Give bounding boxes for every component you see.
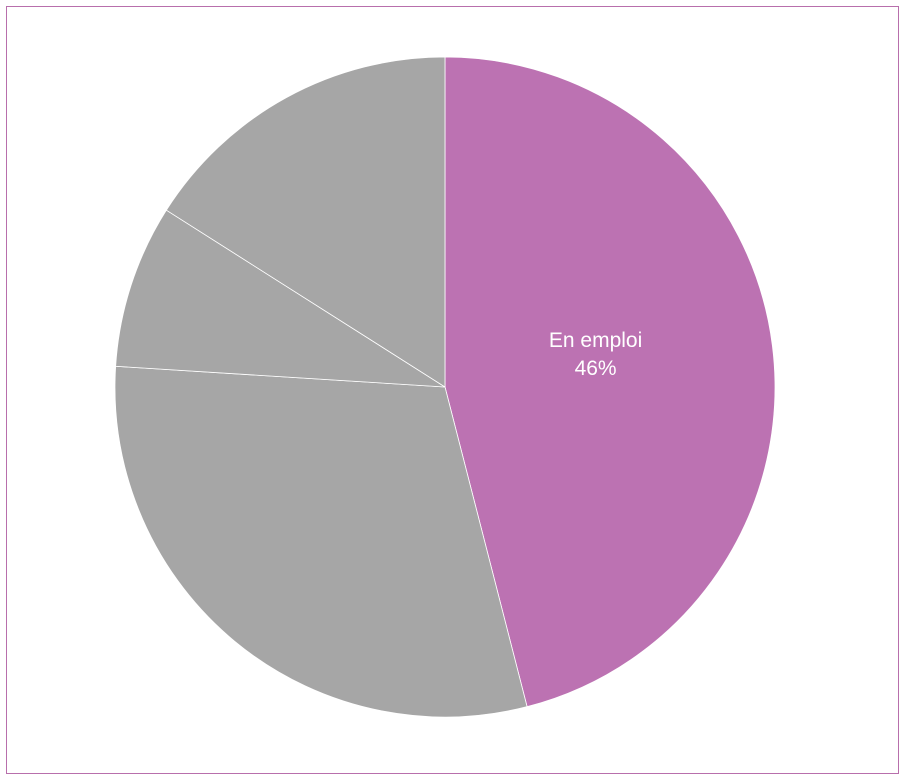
pie-slice-4 [165, 56, 446, 388]
slice-label-percent: 46% [575, 357, 617, 380]
pie-labels: En emploi 46% [549, 329, 642, 380]
pie-slice-2 [114, 365, 528, 718]
pie-slice-3 [115, 209, 446, 388]
pie-slice-1 [444, 56, 776, 708]
pie-slices [114, 56, 776, 718]
slice-label-category: En emploi [549, 329, 642, 352]
